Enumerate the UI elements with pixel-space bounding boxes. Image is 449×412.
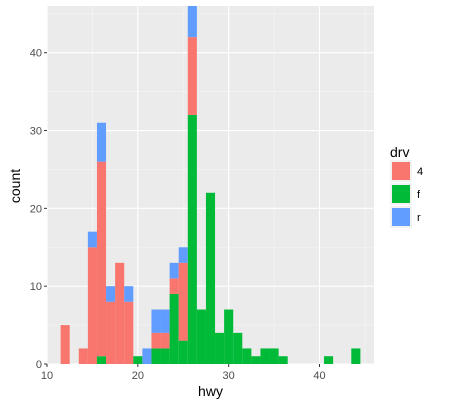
bar-r [142, 348, 152, 364]
bar-f [96, 356, 107, 364]
y-axis: 0 10 20 30 40 [30, 48, 47, 371]
bar-4 [160, 332, 170, 349]
legend-swatch-4 [392, 162, 410, 180]
bar-f [269, 348, 279, 364]
y-tick-label: 30 [30, 126, 42, 138]
bar-r [178, 247, 188, 263]
bar-4 [151, 332, 161, 349]
bar-r [106, 286, 116, 302]
bar-r [187, 6, 197, 38]
bar-r [160, 309, 170, 333]
bar-r [87, 231, 97, 248]
y-tick-label: 20 [30, 203, 42, 215]
bar-r [124, 286, 134, 302]
y-tick-label: 40 [30, 48, 42, 60]
bar-f [160, 348, 170, 364]
legend-swatch-r [392, 208, 410, 226]
bar-f [224, 309, 234, 364]
legend: drv 4 fr [390, 144, 423, 228]
bar-4 [187, 37, 197, 115]
bar-f [169, 293, 179, 364]
x-tick-label: 20 [132, 370, 144, 382]
x-axis-label: hwy [198, 383, 223, 399]
bar-4 [60, 325, 70, 364]
legend-swatch-f [392, 185, 410, 203]
bar-4 [87, 247, 97, 364]
bar-f [215, 332, 225, 364]
bar-r [169, 262, 179, 279]
bar-f [260, 348, 270, 364]
bar-f [324, 356, 334, 364]
y-tick-label: 10 [30, 281, 42, 293]
x-axis: 10 20 30 40 [41, 364, 326, 382]
bar-f [242, 348, 252, 364]
legend-label: r [417, 212, 421, 224]
bars [60, 6, 361, 365]
bar-f [251, 356, 261, 364]
bar-f [178, 340, 188, 364]
bar-4 [96, 161, 107, 357]
bar-r [96, 122, 107, 162]
bar-4 [106, 301, 116, 364]
bar-f [151, 348, 161, 364]
bar-f [351, 348, 361, 364]
x-tick-label: 10 [41, 370, 53, 382]
bar-r [151, 309, 161, 333]
x-tick-label: 40 [313, 370, 325, 382]
bar-4 [169, 278, 179, 294]
legend-label: f [417, 189, 421, 201]
bar-f [205, 192, 216, 364]
bar-f [278, 356, 288, 364]
bar-f [233, 332, 243, 364]
legend-label: 4 [417, 166, 423, 178]
bar-f [133, 356, 143, 364]
bar-4 [124, 301, 134, 364]
bar-4 [178, 262, 188, 341]
x-tick-label: 30 [223, 370, 235, 382]
bar-f [187, 114, 197, 365]
legend-entries: 4 fr [390, 160, 423, 228]
bar-4 [78, 348, 88, 364]
bar-f [196, 309, 206, 364]
y-tick-label: 0 [36, 359, 42, 371]
y-axis-label: count [7, 169, 23, 203]
legend-title: drv [390, 144, 409, 160]
bar-4 [115, 262, 125, 364]
